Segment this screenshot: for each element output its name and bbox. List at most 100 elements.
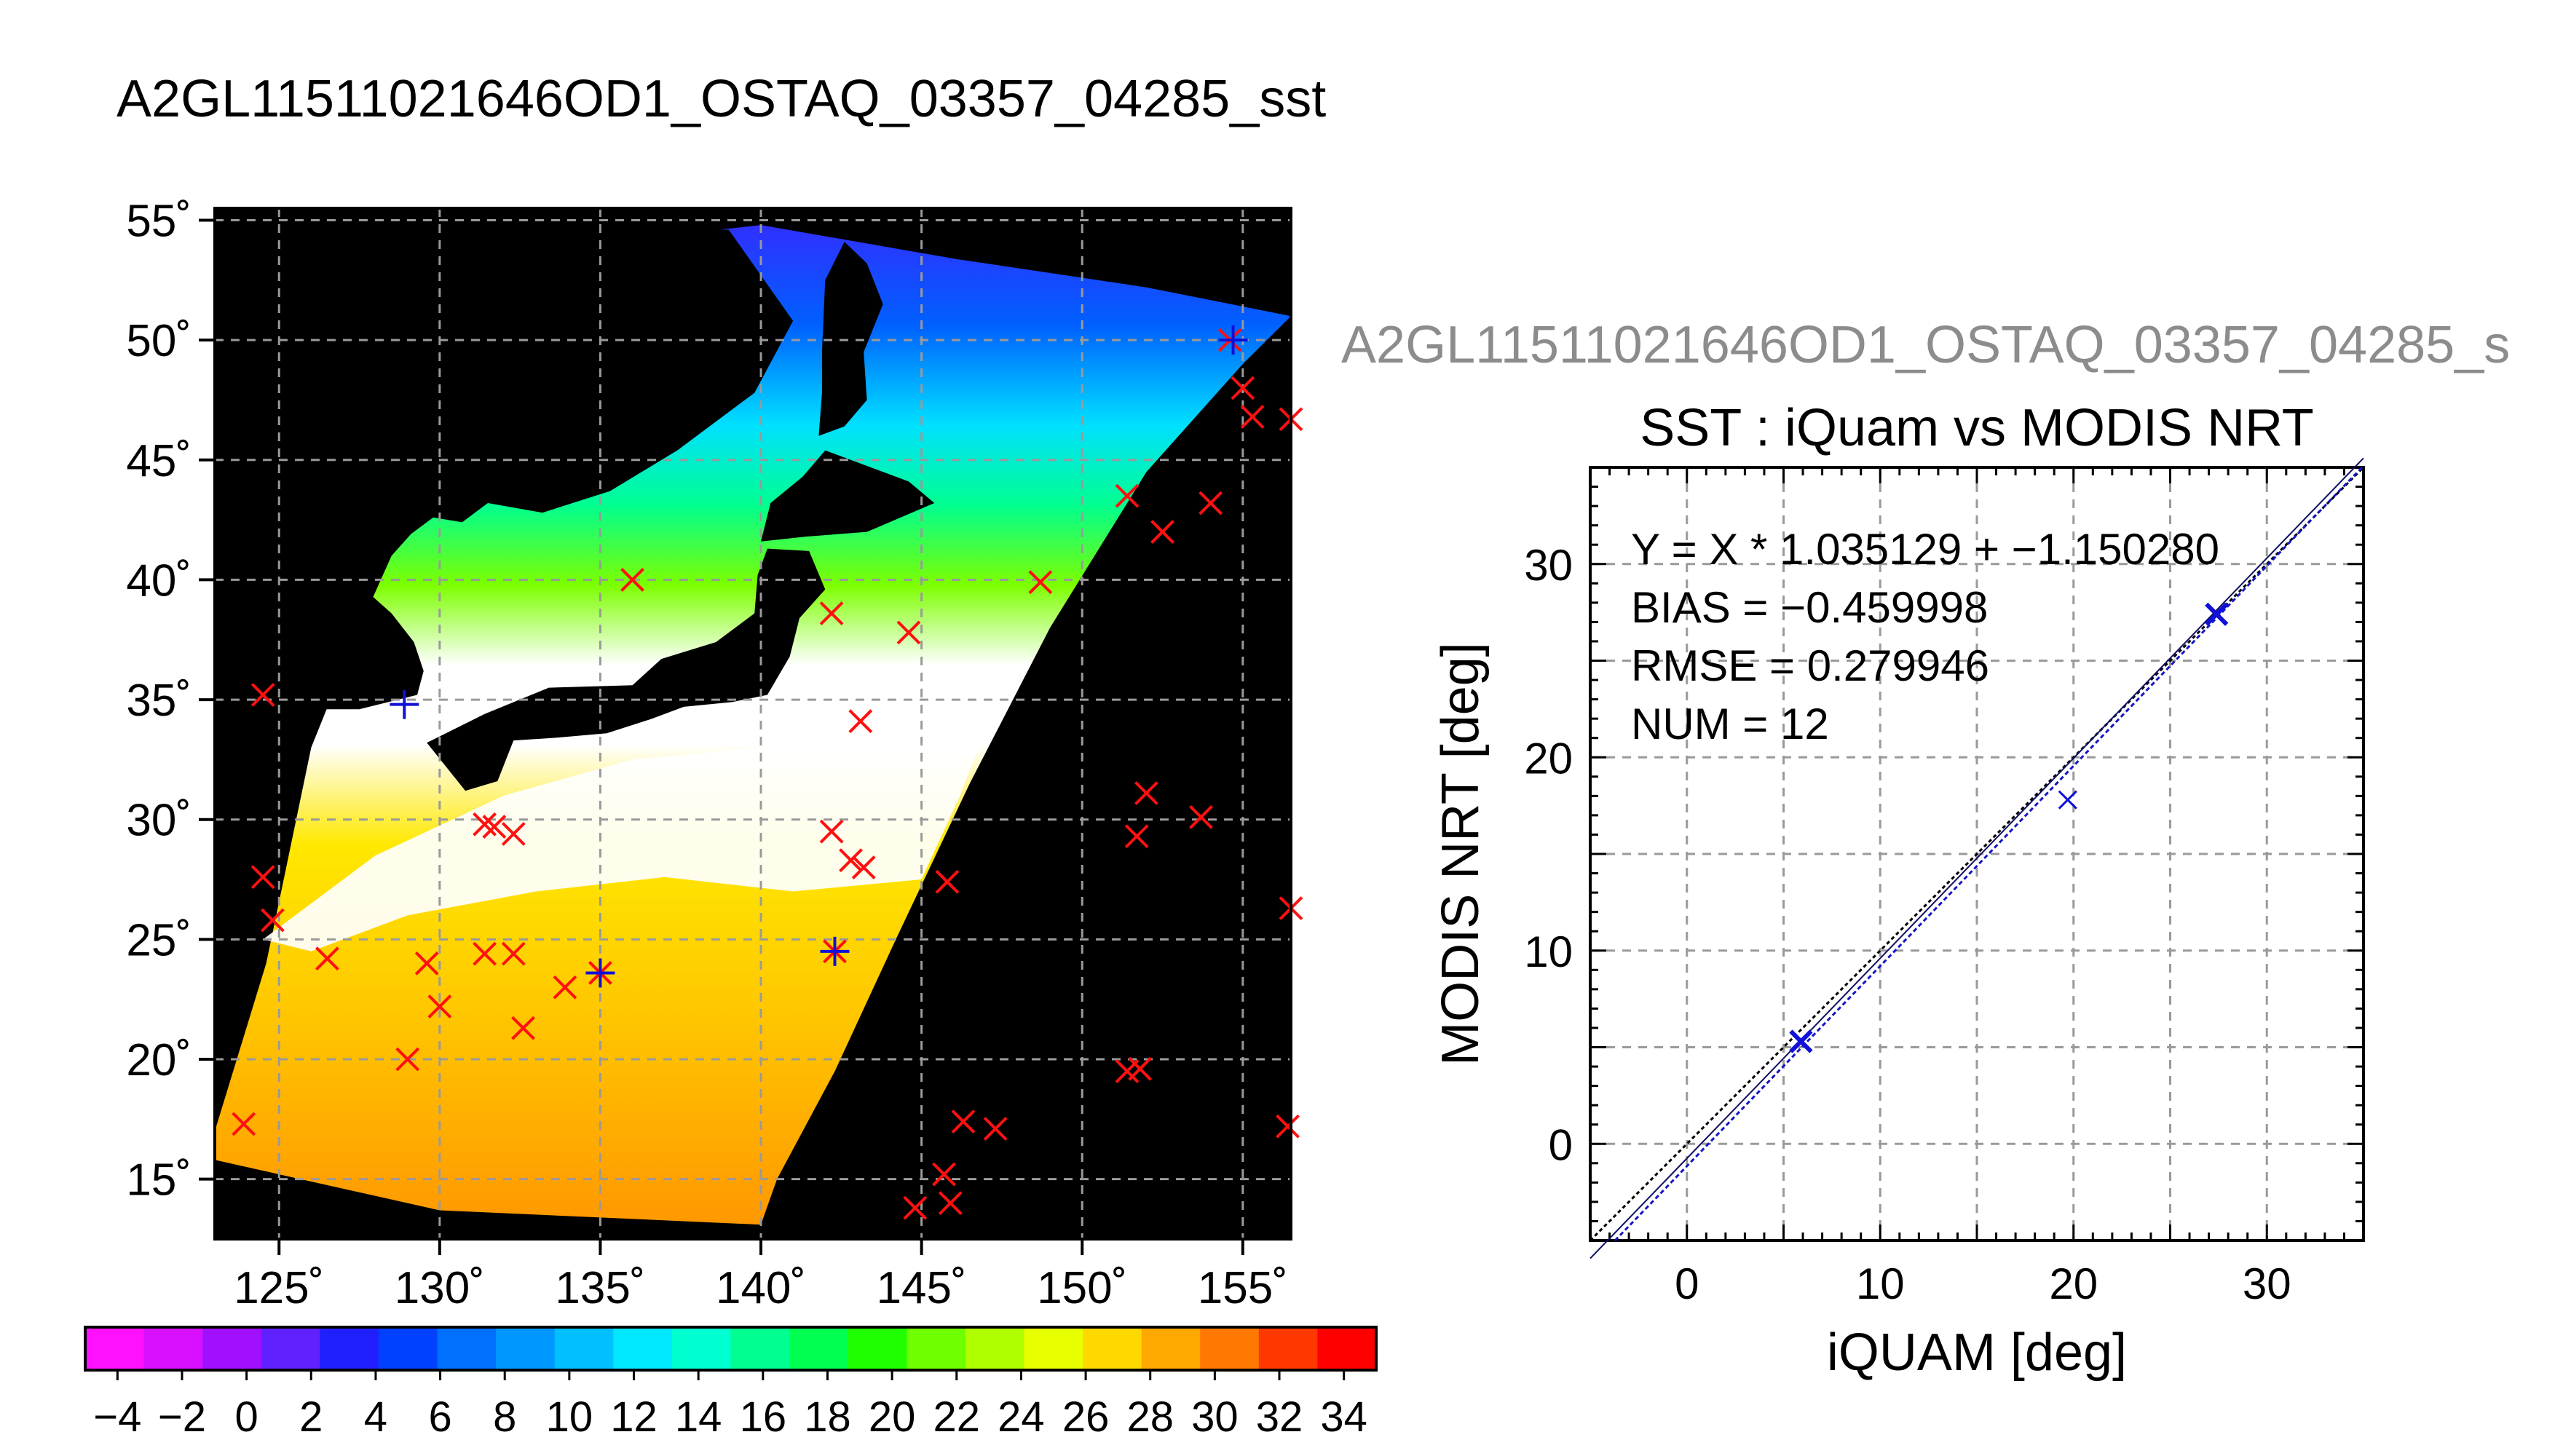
- map-ytick-label: 20˚: [126, 1035, 191, 1085]
- map-ytick-label: 45˚: [126, 436, 191, 486]
- map-marker-red: [1276, 1114, 1300, 1139]
- scatter-grid: [1590, 467, 2364, 1241]
- map-y-axis: 15˚ 20˚ 25˚ 30˚ 35˚ 40˚ 45˚ 50˚ 55˚: [126, 196, 215, 1206]
- colorbar-cell: [1083, 1327, 1142, 1370]
- scatter-stat-line: BIAS = −0.459998: [1631, 583, 1988, 632]
- map-xtick-label: 150˚: [1037, 1263, 1127, 1313]
- map-xtick-label: 130˚: [395, 1263, 485, 1313]
- map-marker-red: [896, 620, 921, 645]
- colorbar-cell: [554, 1327, 614, 1370]
- colorbar-label: 18: [804, 1393, 851, 1441]
- map-marker-red: [1124, 824, 1149, 849]
- scatter-stat-line: Y = X * 1.035129 + −1.150280: [1631, 525, 2219, 574]
- colorbar-cell: [261, 1327, 320, 1370]
- scatter-ylabel: MODIS NRT [deg]: [1431, 642, 1490, 1066]
- map-ytick-label: 55˚: [126, 196, 191, 246]
- map-marker-red: [261, 908, 285, 933]
- scatter-plot: SST : iQuam vs MODIS NRT Y = X * 1.03512…: [1431, 399, 2365, 1382]
- map-marker-red: [232, 1112, 256, 1136]
- map-marker-red: [1240, 405, 1265, 429]
- scatter-points: [1789, 602, 2229, 1053]
- colorbar-label: 10: [546, 1393, 593, 1441]
- scatter-xtick-label: 0: [1675, 1259, 1699, 1308]
- map-marker-red: [839, 848, 863, 873]
- map-marker-red: [501, 941, 526, 966]
- colorbar-cell: [437, 1327, 497, 1370]
- map-marker-red: [819, 819, 844, 844]
- map-marker-blue: [585, 958, 615, 988]
- map-grid: [215, 208, 1291, 1239]
- colorbar-label: 4: [364, 1393, 387, 1441]
- colorbar-cell: [613, 1327, 673, 1370]
- map-marker-red: [250, 865, 275, 890]
- map-marker-red: [819, 601, 844, 625]
- scatter-title: SST : iQuam vs MODIS NRT: [1640, 399, 2314, 457]
- map-marker-red: [1128, 1056, 1153, 1081]
- colorbar-label: 26: [1062, 1393, 1110, 1441]
- scatter-xlabel: iQUAM [deg]: [1827, 1324, 2127, 1382]
- colorbar-cell: [965, 1327, 1025, 1370]
- map-border: [213, 207, 1292, 1241]
- colorbar-cell: [1141, 1327, 1201, 1370]
- colorbar-cell: [671, 1327, 732, 1370]
- colorbar-cell: [1258, 1327, 1319, 1370]
- scatter-x-axis: 0 10 20 30: [1675, 1259, 2291, 1308]
- colorbar-cell: [320, 1327, 379, 1370]
- identity-line: [1589, 466, 2365, 1242]
- colorbar-frame: [84, 1326, 1378, 1372]
- colorbar: −4 −2 0 2 4 6 8 10 12 14 16 18 20 22 24 26 28 30 32 34: [84, 1326, 1378, 1441]
- colorbar-label: 16: [740, 1393, 787, 1441]
- map-marker-red: [427, 994, 452, 1018]
- colorbar-label: −2: [158, 1393, 206, 1441]
- colorbar-label: −4: [93, 1393, 141, 1441]
- map-xtick-label: 145˚: [877, 1263, 967, 1313]
- scatter-ytick-label: 0: [1549, 1120, 1573, 1169]
- scatter-stat-line: RMSE = 0.279946: [1631, 641, 1989, 690]
- map-marker-red: [1028, 570, 1053, 595]
- map-xtick-label: 140˚: [716, 1263, 806, 1313]
- map-xtick-label: 135˚: [555, 1263, 645, 1313]
- map-title: A2GL11511021646OD1_OSTAQ_03357_04285_sst: [117, 70, 1326, 128]
- colorbar-label: 20: [869, 1393, 916, 1441]
- map-marker-red: [938, 1191, 963, 1216]
- colorbar-cell: [143, 1327, 203, 1370]
- map-marker-red: [1115, 483, 1140, 508]
- scatter-xtick-label: 20: [2049, 1259, 2098, 1308]
- scatter-lines: [1589, 457, 2365, 1259]
- map-marker-red: [315, 946, 339, 971]
- sakhalin-landmass: [818, 242, 883, 436]
- scatter-ytick-label: 20: [1524, 734, 1573, 783]
- map-marker-red: [473, 812, 497, 836]
- map-markers: [232, 325, 1303, 1220]
- colorbar-cell: [907, 1327, 966, 1370]
- scatter-stat-line: NUM = 12: [1631, 700, 1829, 748]
- colorbar-label: 22: [933, 1393, 981, 1441]
- map-marker-red: [511, 1016, 535, 1040]
- fit-line-solid: [1590, 457, 2364, 1259]
- map-marker-red: [1198, 491, 1223, 515]
- colorbar-cell: [85, 1327, 145, 1370]
- colorbar-label: 30: [1191, 1393, 1239, 1441]
- scatter-ytick-label: 10: [1524, 927, 1573, 976]
- regression-line: [1614, 466, 2364, 1242]
- scatter-xtick-label: 10: [1856, 1259, 1905, 1308]
- map-marker-red: [473, 941, 497, 966]
- map-marker-blue: [1218, 325, 1248, 355]
- map-marker-red: [1150, 520, 1174, 544]
- scatter-xtick-label: 30: [2243, 1259, 2291, 1308]
- map-ytick-label: 40˚: [126, 555, 191, 606]
- colorbar-cell: [1317, 1327, 1377, 1370]
- scatter-point: [2205, 602, 2229, 626]
- colorbar-label: 14: [675, 1393, 722, 1441]
- map-marker-red: [414, 951, 439, 976]
- map-ytick-label: 25˚: [126, 915, 191, 965]
- colorbar-label: 28: [1126, 1393, 1174, 1441]
- colorbar-label: 0: [234, 1393, 258, 1441]
- colorbar-cell: [496, 1327, 556, 1370]
- scatter-point: [2058, 790, 2077, 810]
- scatter-ytick-label: 30: [1524, 541, 1573, 590]
- colorbar-cell: [1024, 1327, 1083, 1370]
- map-marker-red: [932, 1162, 956, 1187]
- map-marker-red: [935, 869, 960, 894]
- scatter-header: A2GL11511021646OD1_OSTAQ_03357_04285_s: [1341, 316, 2510, 374]
